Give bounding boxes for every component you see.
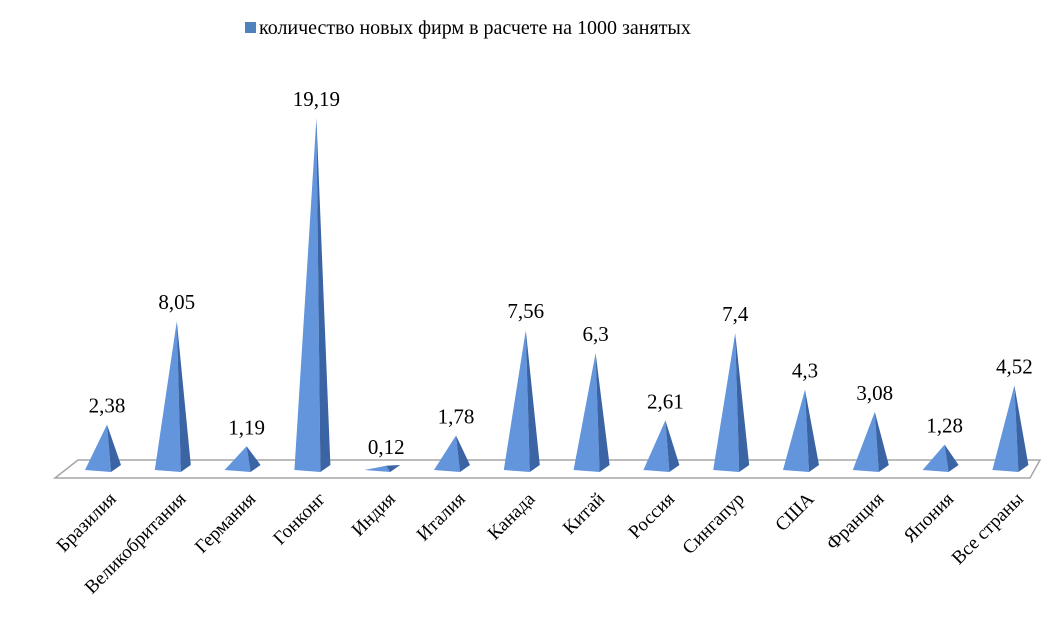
pyramid: [224, 446, 261, 472]
pyramid-side: [944, 444, 959, 472]
pyramid-front: [224, 446, 251, 472]
pyramid-front: [643, 420, 670, 472]
pyramid: [364, 465, 401, 472]
pyramid-front: [294, 118, 321, 472]
x-tick-label: Все страны: [948, 489, 1028, 569]
value-label: 4,52: [996, 355, 1033, 379]
value-label: 2,61: [647, 389, 684, 413]
pyramid-side: [1014, 385, 1029, 472]
pyramid-front: [713, 333, 740, 472]
pyramid-front: [852, 411, 879, 472]
pyramid-front: [992, 385, 1019, 472]
pyramid-side: [107, 424, 121, 472]
value-label: 7,4: [722, 302, 749, 326]
x-tick-label: Япония: [900, 489, 958, 547]
pyramid-side: [525, 330, 540, 472]
pyramid-side: [735, 333, 750, 472]
pyramid-front: [922, 444, 949, 472]
pyramid-side: [386, 465, 401, 472]
pyramid: [852, 411, 889, 472]
x-tick-label: Китай: [559, 489, 609, 539]
x-tick-label: Индия: [348, 489, 400, 541]
pyramid-side: [595, 353, 610, 472]
pyramid-front: [783, 389, 809, 472]
pyramid-side: [874, 411, 889, 472]
pyramid-front: [154, 321, 181, 472]
value-label: 7,56: [507, 299, 544, 323]
value-label: 19,19: [293, 87, 340, 111]
x-tick-label: Россия: [625, 489, 680, 544]
pyramid-side: [316, 118, 331, 472]
legend-label: количество новых фирм в расчете на 1000 …: [259, 17, 691, 39]
legend-swatch: [245, 22, 256, 33]
pyramid: [643, 420, 680, 472]
pyramid: [783, 389, 819, 472]
value-label: 4,3: [792, 359, 818, 383]
value-label: 8,05: [158, 290, 195, 314]
pyramid: [992, 385, 1029, 472]
x-tick-label: США: [771, 488, 818, 535]
pyramid-side: [665, 420, 680, 472]
pyramid-side: [456, 435, 470, 472]
value-label: 3,08: [856, 381, 893, 405]
pyramid-front: [364, 465, 391, 472]
x-tick-label: Германия: [191, 489, 260, 558]
value-label: 1,19: [228, 415, 265, 439]
pyramid: [503, 330, 540, 472]
pyramid: [713, 333, 750, 472]
pyramid: [922, 444, 959, 472]
x-tick-label: Бразилия: [53, 489, 121, 557]
floor: [52, 459, 1042, 479]
pyramid: [154, 321, 191, 472]
pyramid-side: [176, 321, 191, 472]
value-label: 0,12: [368, 435, 405, 459]
value-label: 1,78: [438, 405, 475, 429]
x-tick-label: Канада: [484, 488, 540, 544]
x-tick-label: Италия: [413, 489, 470, 546]
x-tick-label: Гонконг: [269, 489, 330, 550]
pyramid-front: [573, 353, 600, 472]
value-label: 6,3: [582, 322, 608, 346]
pyramid-front: [434, 435, 460, 472]
x-tick-label: Сингапур: [679, 489, 749, 559]
pyramid: [85, 424, 121, 472]
pyramid-side: [805, 389, 819, 472]
value-label: 1,28: [926, 414, 963, 438]
pyramid: [573, 353, 610, 472]
value-label: 2,38: [89, 394, 126, 418]
pyramid-front: [503, 330, 530, 472]
pyramid: [294, 118, 331, 472]
pyramid: [434, 435, 470, 472]
x-tick-label: Франция: [822, 489, 888, 555]
pyramid-front: [85, 424, 111, 472]
pyramid-side: [246, 446, 261, 472]
